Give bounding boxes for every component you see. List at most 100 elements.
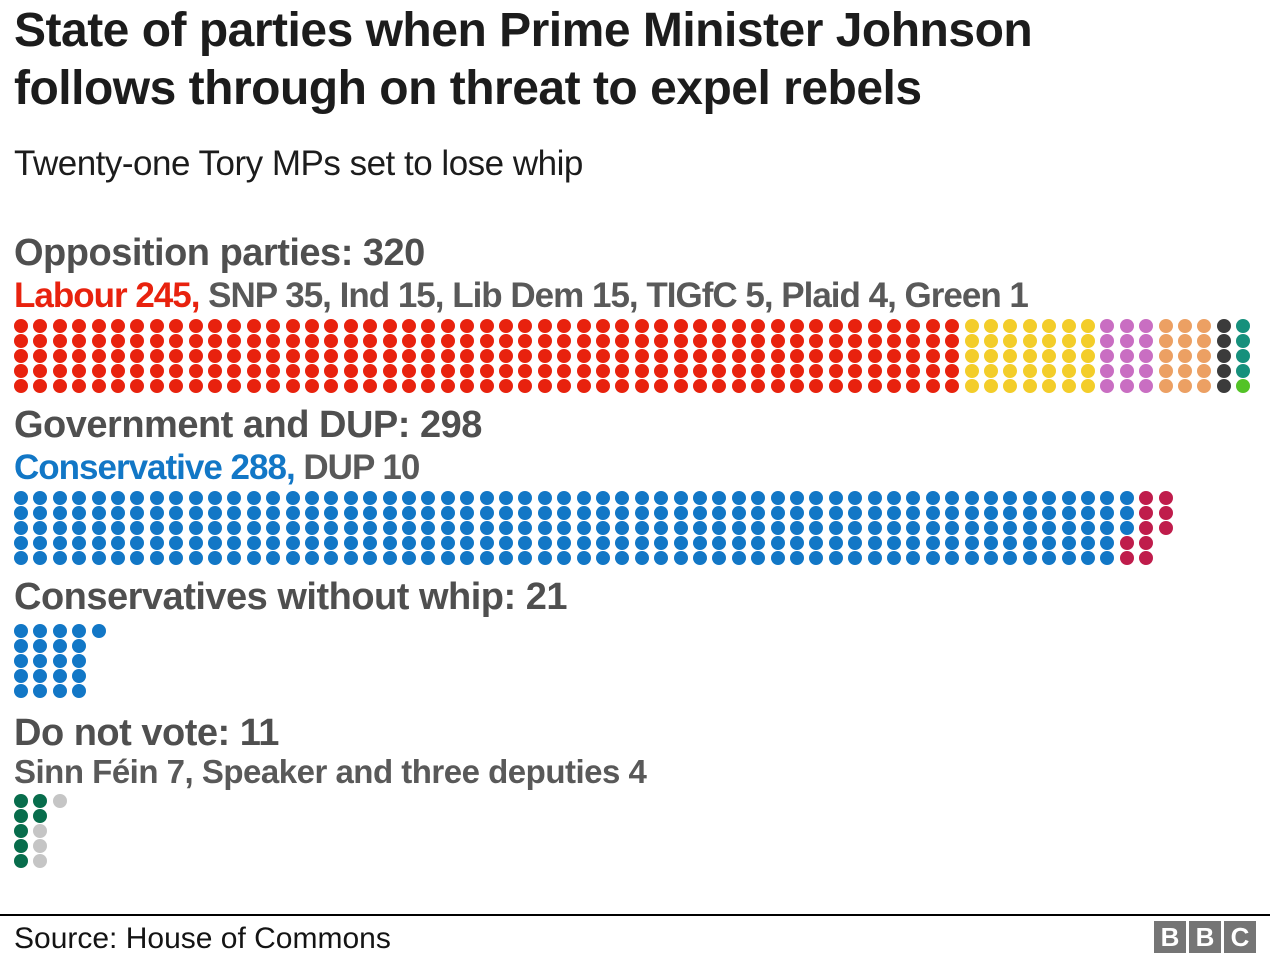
- mp-dot-lib-dem: [1178, 334, 1192, 348]
- mp-dot-conservative: [809, 551, 824, 565]
- mp-dot-labour: [363, 349, 378, 363]
- mp-dot-conservative: [169, 551, 184, 565]
- mp-dot-labour: [537, 364, 552, 378]
- mp-dot-labour: [324, 319, 339, 333]
- mp-dot-conservative: [1061, 536, 1076, 550]
- mp-dot-labour: [673, 319, 688, 333]
- mp-dot-conservative: [1081, 536, 1095, 550]
- mp-dot-labour: [654, 349, 669, 363]
- mp-dot-labour: [324, 334, 339, 348]
- mp-dot-conservative: [266, 521, 281, 535]
- mp-dot-conservative: [557, 551, 572, 565]
- mp-dot-labour: [906, 364, 921, 378]
- mp-dot-conservative: [1022, 506, 1037, 520]
- mp-dot-labour: [285, 349, 300, 363]
- mp-dot-conservative: [343, 521, 358, 535]
- mp-dot-conservative: [324, 551, 339, 565]
- mp-dot-labour: [440, 364, 455, 378]
- mp-dot-conservative: [557, 536, 572, 550]
- mp-dot-conservative: [285, 551, 300, 565]
- mp-dot-conservative: [673, 491, 688, 505]
- mp-dot-labour: [887, 334, 901, 348]
- mp-dot-conservatives-without-whip: [91, 624, 106, 638]
- mp-dot-conservative: [770, 521, 785, 535]
- mp-dot-labour: [208, 349, 222, 363]
- mp-dot-conservative: [227, 551, 242, 565]
- mp-dot-labour: [925, 319, 940, 333]
- mp-dot-conservative: [809, 506, 824, 520]
- mp-dot-labour: [324, 379, 339, 393]
- mp-dot-labour: [460, 364, 475, 378]
- mp-dot-labour: [499, 334, 513, 348]
- mp-dot-conservative: [382, 551, 397, 565]
- mp-dot-ind: [1139, 364, 1154, 378]
- mp-dot-conservative: [828, 506, 843, 520]
- section-heading-government: Government and DUP: 298: [14, 404, 482, 446]
- mp-dot-conservative: [712, 491, 727, 505]
- mp-dot-labour: [867, 364, 882, 378]
- mp-dot-conservative: [402, 521, 416, 535]
- mp-dot-snp: [1081, 319, 1095, 333]
- mp-dot-labour: [266, 379, 281, 393]
- mp-dot-lib-dem: [1197, 349, 1212, 363]
- section-breakdown-government: Conservative 288, DUP 10: [14, 448, 420, 488]
- mp-dot-labour: [518, 319, 533, 333]
- mp-dot-lib-dem: [1158, 334, 1173, 348]
- mp-dot-conservatives-without-whip: [14, 639, 28, 653]
- mp-dot-lib-dem: [1178, 364, 1192, 378]
- mp-dot-conservative: [169, 491, 184, 505]
- mp-dot-conservative: [576, 551, 591, 565]
- mp-dot-ind: [1100, 319, 1115, 333]
- mp-dot-conservative: [479, 506, 494, 520]
- mp-dot-conservatives-without-whip: [52, 654, 67, 668]
- mp-dot-conservative: [867, 521, 882, 535]
- mp-dot-labour: [72, 334, 87, 348]
- mp-dot-snp: [1022, 379, 1037, 393]
- mp-dot-labour: [499, 379, 513, 393]
- mp-dot-conservative: [654, 551, 669, 565]
- mp-dot-labour: [615, 364, 630, 378]
- mp-dot-labour: [751, 379, 766, 393]
- mp-dot-conservative: [867, 551, 882, 565]
- mp-dot-labour: [576, 334, 591, 348]
- mp-dot-conservative: [770, 551, 785, 565]
- mp-dot-conservative: [324, 521, 339, 535]
- mp-dot-labour: [305, 334, 319, 348]
- mp-dot-conservative: [499, 536, 513, 550]
- mp-dot-conservative: [208, 506, 222, 520]
- mp-dot-conservative: [1119, 506, 1134, 520]
- mp-dot-conservative: [925, 521, 940, 535]
- mp-dot-labour: [460, 379, 475, 393]
- mp-dot-conservative: [149, 536, 164, 550]
- mp-dot-conservative: [964, 521, 979, 535]
- mp-dot-conservative: [208, 491, 222, 505]
- mp-dot-snp: [1003, 319, 1018, 333]
- mp-dot-labour: [925, 334, 940, 348]
- mp-dot-labour: [537, 379, 552, 393]
- mp-dot-conservative: [537, 536, 552, 550]
- mp-dot-conservative: [421, 521, 436, 535]
- mp-dot-conservative: [1003, 506, 1018, 520]
- mp-dot-labour: [169, 319, 184, 333]
- mp-dot-labour: [343, 334, 358, 348]
- chart-title-line-2: follows through on threat to expel rebel…: [14, 62, 922, 115]
- mp-dot-conservative: [770, 536, 785, 550]
- mp-dot-labour: [790, 364, 804, 378]
- mp-dot-snp: [984, 349, 998, 363]
- mp-dot-labour: [499, 364, 513, 378]
- mp-dot-conservative: [906, 491, 921, 505]
- mp-dot-conservative: [499, 521, 513, 535]
- mp-dot-labour: [634, 319, 649, 333]
- mp-dot-snp: [1003, 364, 1018, 378]
- mp-dot-conservative: [266, 491, 281, 505]
- mp-dot-labour: [693, 379, 707, 393]
- mp-dot-labour: [208, 334, 222, 348]
- mp-dot-conservative: [33, 536, 48, 550]
- mp-dot-conservative: [518, 491, 533, 505]
- mp-dot-conservative: [208, 536, 222, 550]
- mp-dot-conservative: [906, 506, 921, 520]
- footer-divider: [0, 914, 1270, 916]
- mp-dot-labour: [460, 319, 475, 333]
- mp-dot-speaker-and-three-deputies: [33, 824, 48, 838]
- mp-dot-conservative: [887, 491, 901, 505]
